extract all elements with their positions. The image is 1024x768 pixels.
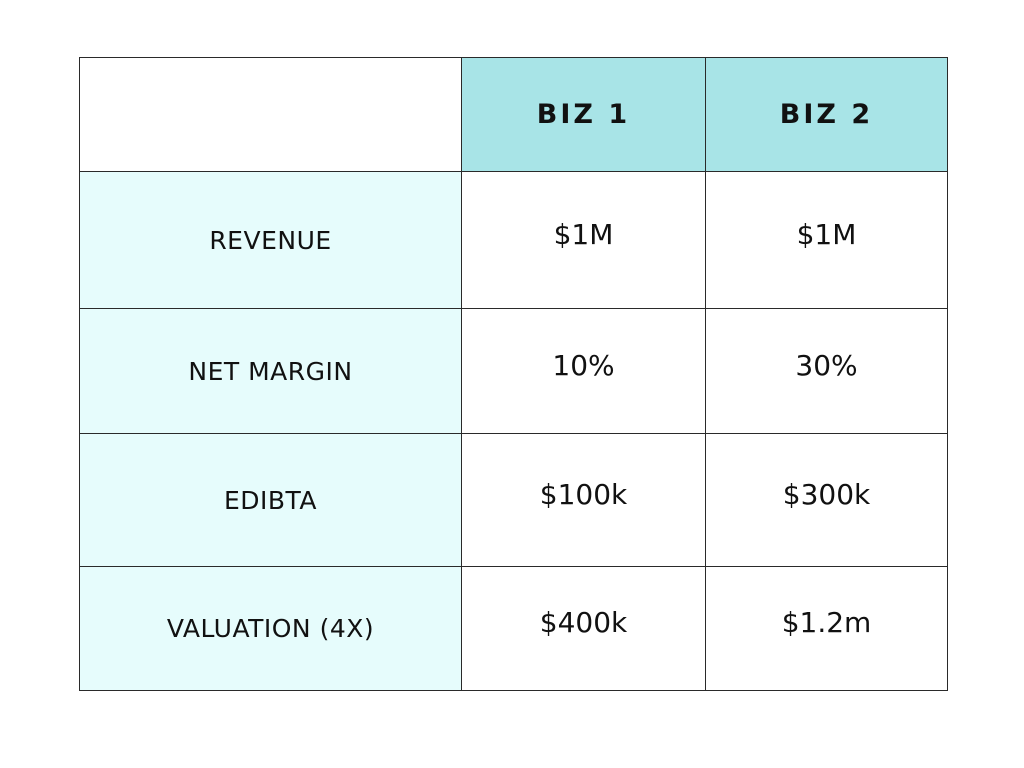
row-label: NET MARGIN bbox=[188, 356, 353, 386]
row-label-cell: EDIBTA bbox=[79, 433, 462, 567]
comparison-table: BIZ 1 BIZ 2 REVENUE $1M $1M NET MARGIN 1… bbox=[79, 57, 948, 691]
table-row-edibta: EDIBTA $100k $300k bbox=[79, 433, 948, 567]
cell-value: 10% bbox=[552, 348, 615, 382]
row-label: EDIBTA bbox=[223, 485, 317, 515]
cell-value: $1.2m bbox=[781, 606, 872, 639]
column-header-biz-2: BIZ 2 bbox=[705, 57, 948, 172]
value-cell: 30% bbox=[705, 308, 948, 434]
cell-value: $300k bbox=[782, 477, 871, 511]
cell-value: $400k bbox=[539, 606, 628, 639]
cell-value: $100k bbox=[539, 477, 628, 511]
row-label: REVENUE bbox=[209, 225, 332, 255]
cell-value: $1M bbox=[553, 217, 614, 251]
table-header-row: BIZ 1 BIZ 2 bbox=[79, 57, 948, 172]
table-row-net-margin: NET MARGIN 10% 30% bbox=[79, 308, 948, 434]
value-cell: $100k bbox=[461, 433, 706, 567]
column-header-label: BIZ 2 bbox=[779, 99, 874, 130]
table-row-revenue: REVENUE $1M $1M bbox=[79, 171, 948, 309]
table-row-valuation: VALUATION (4X) $400k $1.2m bbox=[79, 566, 948, 691]
cell-value: $1M bbox=[796, 217, 857, 251]
value-cell: $1.2m bbox=[705, 566, 948, 691]
cell-value: 30% bbox=[795, 348, 858, 382]
row-label-cell: REVENUE bbox=[79, 171, 462, 309]
value-cell: $1M bbox=[461, 171, 706, 309]
row-label-cell: NET MARGIN bbox=[79, 308, 462, 434]
row-label-cell: VALUATION (4X) bbox=[79, 566, 462, 691]
column-header-label: BIZ 1 bbox=[536, 99, 631, 130]
value-cell: $1M bbox=[705, 171, 948, 309]
row-label: VALUATION (4X) bbox=[166, 614, 375, 643]
column-header-biz-1: BIZ 1 bbox=[461, 57, 706, 172]
value-cell: 10% bbox=[461, 308, 706, 434]
empty-corner-cell bbox=[79, 57, 462, 172]
value-cell: $300k bbox=[705, 433, 948, 567]
value-cell: $400k bbox=[461, 566, 706, 691]
